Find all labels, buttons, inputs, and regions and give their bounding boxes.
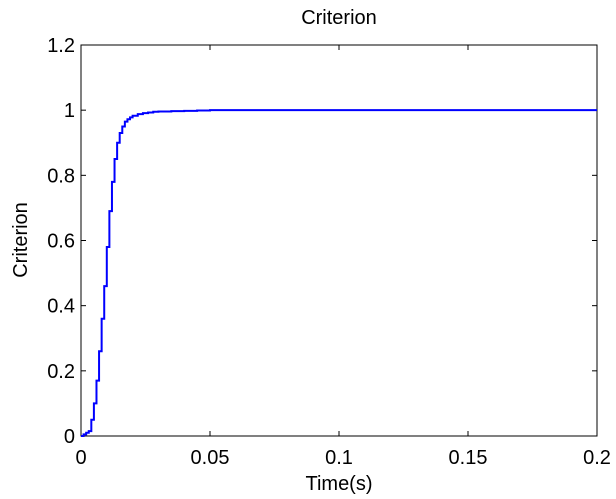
plot-area-frame (80, 44, 598, 437)
chart-title: Criterion (301, 7, 377, 29)
axis-ticks (80, 44, 598, 437)
x-tick-label: 0.15 (449, 447, 488, 469)
x-tick-label: 0 (75, 447, 86, 469)
x-tick-label: 0.2 (583, 447, 611, 469)
y-tick-label: 0 (64, 426, 75, 448)
x-tick-label: 0.05 (191, 447, 230, 469)
x-tick-label: 0.1 (325, 447, 353, 469)
y-tick-label: 0.8 (47, 165, 75, 187)
series-line (81, 109, 597, 437)
y-tick-label: 0.6 (47, 231, 75, 253)
y-tick-label: 0.4 (47, 296, 75, 318)
x-axis-title: Time(s) (305, 473, 372, 495)
series-group (81, 109, 597, 437)
y-tick-label: 1 (64, 100, 75, 122)
y-tick-label: 1.2 (47, 35, 75, 57)
y-tick-label: 0.2 (47, 361, 75, 383)
axis-tick-labels: 0 0.05 0.1 0.15 0.2 0 0.2 0.4 0.6 0.8 1 1.2 (47, 35, 611, 469)
y-axis-title: Criterion (10, 202, 32, 278)
